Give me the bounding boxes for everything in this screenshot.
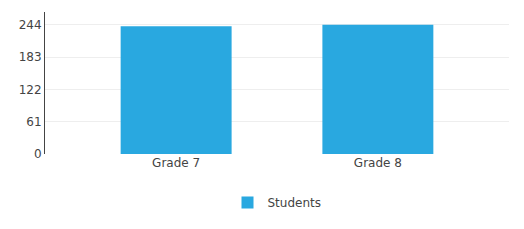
- svg-text:Grade 7: Grade 7: [152, 156, 200, 170]
- svg-text:183: 183: [19, 50, 42, 64]
- svg-text:0: 0: [34, 147, 42, 161]
- svg-text:244: 244: [19, 18, 42, 32]
- svg-text:Grade 8: Grade 8: [354, 156, 402, 170]
- svg-text:122: 122: [19, 83, 42, 97]
- svg-text:Students: Students: [268, 196, 322, 210]
- svg-text:61: 61: [26, 115, 41, 129]
